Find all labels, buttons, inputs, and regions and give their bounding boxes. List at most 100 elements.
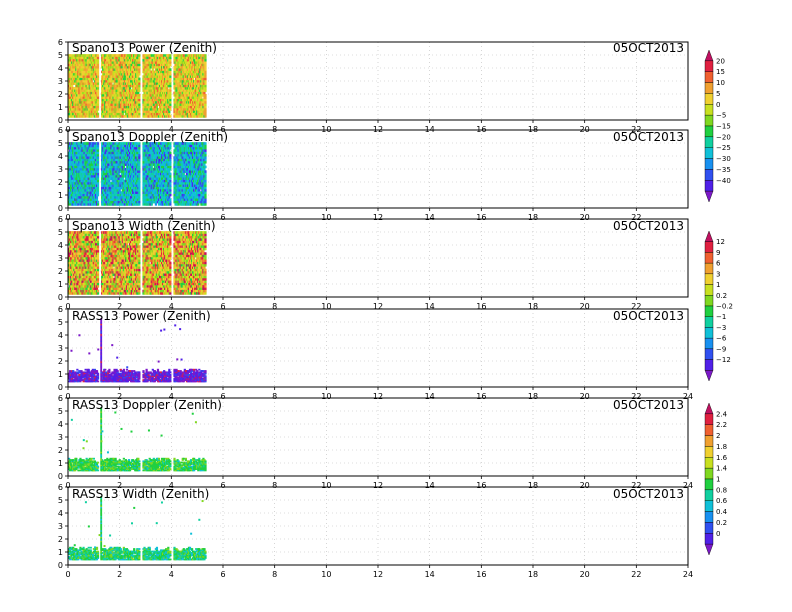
heatmap-cell — [138, 115, 141, 118]
heatmap-cell — [138, 79, 141, 83]
heatmap-cell — [115, 182, 118, 185]
heatmap-cell — [155, 82, 159, 85]
panel-date: 05OCT2013 — [613, 41, 684, 55]
heatmap-cell — [201, 89, 204, 92]
heatmap-cell — [138, 89, 141, 92]
heatmap-cell — [120, 179, 123, 183]
heatmap-cell — [72, 54, 75, 57]
heatmap-cell — [110, 82, 113, 85]
heatmap-cell — [169, 72, 172, 76]
heatmap-cell — [204, 86, 207, 90]
heatmap-cell — [127, 160, 131, 164]
heatmap-cell — [138, 103, 141, 106]
heatmap-cell — [77, 153, 80, 157]
heatmap-cell — [108, 179, 111, 183]
heatmap-cell — [96, 172, 100, 176]
heatmap-cell — [88, 146, 91, 150]
heatmap-cell — [138, 58, 141, 62]
heatmap-cell — [175, 112, 178, 116]
heatmap-cell — [164, 84, 167, 88]
heatmap-cell — [175, 65, 178, 69]
heatmap-cell — [96, 200, 100, 204]
heatmap-cell — [96, 86, 100, 90]
heatmap-cell — [118, 89, 121, 92]
heatmap-cell — [125, 70, 129, 74]
heatmap-cell — [122, 189, 125, 192]
heatmap-cell — [105, 167, 108, 171]
heatmap-cell — [138, 182, 141, 185]
heatmap-cell — [78, 96, 81, 99]
heatmap-cell — [121, 170, 124, 173]
heatmap-cells — [68, 54, 207, 118]
heatmap-cell — [138, 184, 141, 187]
heatmap-cell — [137, 91, 140, 95]
heatmap-cell — [95, 110, 99, 113]
heatmap-cell — [80, 98, 83, 102]
heatmap-cell — [96, 174, 100, 178]
heatmap-cell — [96, 68, 100, 71]
heatmap-cell — [96, 112, 100, 116]
heatmap-cell — [120, 65, 123, 69]
heatmap-cell — [104, 58, 107, 62]
heatmap-cell — [148, 56, 151, 60]
heatmap-cell — [169, 91, 172, 95]
heatmap-cell — [164, 70, 167, 74]
heatmap-cell — [123, 108, 126, 111]
heatmap-cell — [169, 75, 172, 78]
heatmap-cell — [165, 58, 168, 62]
heatmap-cell — [178, 63, 181, 67]
heatmap-cell — [96, 167, 100, 171]
heatmap-cell — [81, 65, 84, 69]
heatmap-cell — [131, 158, 134, 162]
heatmap-cell — [142, 82, 145, 85]
heatmap-cell — [138, 160, 141, 164]
heatmap-cell — [169, 84, 172, 88]
heatmap-cell — [96, 115, 100, 118]
heatmap-cell — [104, 158, 107, 162]
heatmap-cell — [155, 58, 159, 62]
heatmap-cell — [138, 98, 141, 102]
heatmap-cell — [138, 61, 141, 64]
heatmap-cell — [181, 72, 184, 76]
heatmap-cell — [203, 91, 206, 95]
heatmap-cell — [144, 103, 147, 106]
heatmap-cell — [138, 77, 141, 81]
heatmap-cell — [124, 146, 128, 150]
heatmap-cell — [169, 101, 172, 104]
heatmap-cell — [77, 193, 80, 197]
heatmap-cell — [105, 174, 108, 178]
heatmap-cell — [104, 94, 107, 97]
heatmap-cell — [71, 177, 74, 180]
heatmap-cell — [115, 142, 118, 145]
heatmap-cell — [117, 96, 120, 99]
heatmap-cell — [96, 186, 100, 190]
heatmap-cell — [150, 54, 153, 57]
heatmap-cell — [113, 149, 116, 152]
heatmap-cell — [121, 79, 124, 83]
heatmap-cell — [90, 58, 93, 62]
heatmap-cell — [96, 58, 100, 62]
heatmap-cell — [80, 77, 83, 81]
heatmap-cell — [138, 179, 141, 183]
heatmap-cell — [86, 189, 89, 192]
heatmap-cell — [80, 142, 83, 145]
heatmap-cell — [192, 86, 195, 90]
heatmap-cell — [69, 153, 72, 157]
heatmap-cell — [182, 54, 185, 57]
heatmap-cell — [204, 61, 207, 64]
heatmap-cell — [138, 70, 141, 74]
heatmap-cell — [95, 196, 99, 199]
heatmap-cell — [138, 151, 141, 155]
heatmap-cell — [138, 158, 141, 162]
heatmap-cell — [91, 146, 94, 150]
heatmap-cell — [96, 182, 100, 185]
heatmap-cell — [85, 79, 88, 83]
heatmap-cell — [126, 58, 130, 62]
heatmap-cell — [118, 189, 121, 192]
heatmap-cell — [149, 86, 152, 90]
heatmap-cell — [204, 108, 207, 111]
heatmap-cell — [93, 170, 97, 173]
heatmap-cell — [178, 115, 181, 118]
heatmap-cell — [116, 179, 119, 183]
heatmap-cell — [196, 91, 199, 95]
